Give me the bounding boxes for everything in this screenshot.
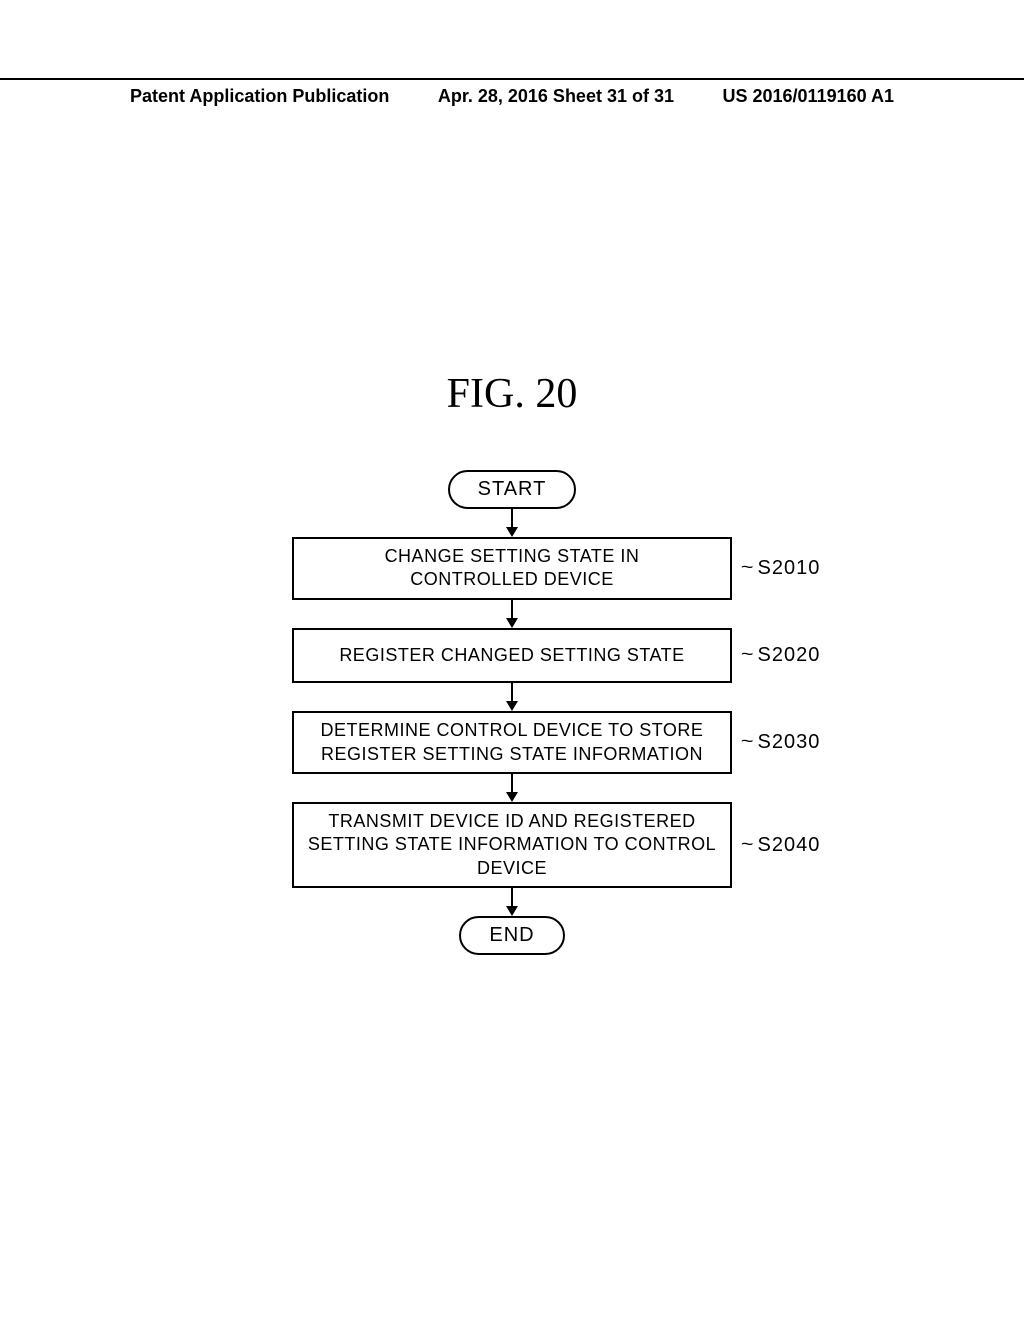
start-terminal: START (448, 470, 577, 509)
step-row: REGISTER CHANGED SETTING STATE ~S2020 (232, 628, 792, 683)
header-text-row: Patent Application Publication Apr. 28, … (0, 86, 1024, 107)
header-center: Apr. 28, 2016 Sheet 31 of 31 (438, 86, 674, 107)
arrow (232, 509, 792, 537)
arrow (232, 888, 792, 916)
step-box: REGISTER CHANGED SETTING STATE (292, 628, 732, 683)
page-header: Patent Application Publication Apr. 28, … (0, 78, 1024, 107)
step-box: CHANGE SETTING STATE INCONTROLLED DEVICE (292, 537, 732, 600)
step-row: TRANSMIT DEVICE ID AND REGISTEREDSETTING… (232, 802, 792, 888)
figure-title: FIG. 20 (0, 370, 1024, 418)
header-left: Patent Application Publication (130, 86, 389, 107)
step-label: ~S2040 (742, 834, 820, 857)
step-label: ~S2020 (742, 644, 820, 667)
arrow (232, 600, 792, 628)
step-box: TRANSMIT DEVICE ID AND REGISTEREDSETTING… (292, 802, 732, 888)
step-row: DETERMINE CONTROL DEVICE TO STOREREGISTE… (232, 711, 792, 774)
arrow (232, 774, 792, 802)
step-box: DETERMINE CONTROL DEVICE TO STOREREGISTE… (292, 711, 732, 774)
step-label: ~S2030 (742, 731, 820, 754)
flowchart: START CHANGE SETTING STATE INCONTROLLED … (232, 470, 792, 955)
step-row: CHANGE SETTING STATE INCONTROLLED DEVICE… (232, 537, 792, 600)
step-label: ~S2010 (742, 557, 820, 580)
arrow (232, 683, 792, 711)
end-terminal: END (459, 916, 564, 955)
header-right: US 2016/0119160 A1 (723, 86, 894, 107)
